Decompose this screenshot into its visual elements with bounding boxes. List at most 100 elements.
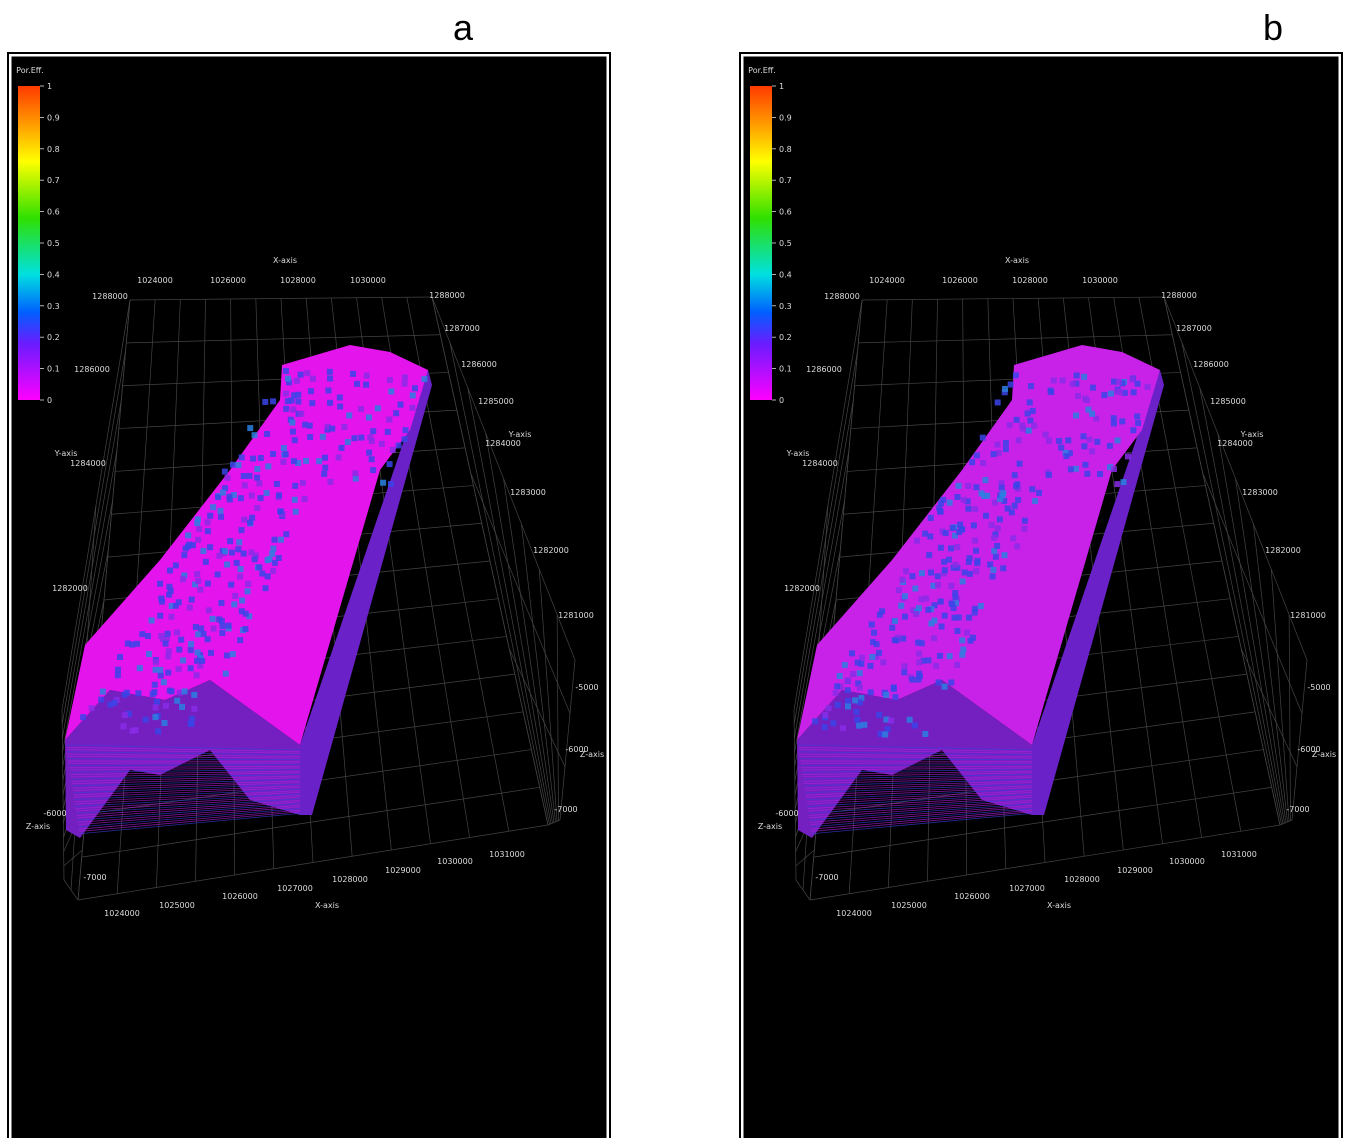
axis-tick-label: -6000 <box>1297 745 1320 754</box>
porosity-cell <box>963 629 970 636</box>
porosity-cell <box>1089 384 1096 391</box>
model-layer <box>70 770 301 775</box>
porosity-cell <box>222 670 229 677</box>
porosity-cell <box>945 556 952 563</box>
porosity-cell <box>1106 442 1113 449</box>
porosity-cell <box>936 505 943 512</box>
colorbar-tick-label: 1 <box>779 82 784 91</box>
porosity-cell <box>194 516 201 523</box>
porosity-cell <box>341 423 348 430</box>
porosity-cell <box>288 397 295 404</box>
axis-tick-label: 1286000 <box>74 365 110 374</box>
model-layer <box>72 778 301 787</box>
porosity-cell <box>98 696 105 703</box>
porosity-cell <box>1134 380 1141 387</box>
porosity-cell <box>876 649 883 656</box>
axis-tick-label: 1030000 <box>1082 276 1118 285</box>
porosity-cell <box>1097 471 1104 478</box>
porosity-cell <box>129 727 136 734</box>
porosity-cell <box>998 480 1005 487</box>
porosity-cell <box>214 571 221 578</box>
porosity-cell <box>222 485 229 492</box>
porosity-cell <box>244 588 251 595</box>
porosity-cell <box>915 605 922 612</box>
axis-tick-label: 1029000 <box>1117 866 1153 875</box>
porosity-cell <box>219 623 226 630</box>
porosity-cell <box>329 425 336 432</box>
porosity-cell <box>883 691 890 698</box>
porosity-cell <box>409 392 416 399</box>
porosity-cell <box>937 544 944 551</box>
porosity-cell <box>166 567 173 574</box>
porosity-cell <box>154 698 161 705</box>
porosity-cell <box>837 683 844 690</box>
porosity-cell <box>365 414 372 421</box>
porosity-cell <box>966 570 973 577</box>
model-layer <box>74 790 301 803</box>
porosity-cell <box>172 602 179 609</box>
porosity-cell <box>939 528 946 535</box>
porosity-cell <box>966 555 973 562</box>
wall-grid <box>1288 614 1291 821</box>
floor-grid <box>126 334 441 344</box>
porosity-cell <box>194 571 201 578</box>
porosity-cell <box>265 463 272 470</box>
porosity-cell <box>306 422 313 429</box>
porosity-cell <box>1073 412 1080 419</box>
porosity-cell <box>174 629 181 636</box>
porosity-cell <box>270 398 277 405</box>
porosity-cell <box>992 499 999 506</box>
axis-tick-label: 1025000 <box>159 901 195 910</box>
porosity-cell <box>191 705 198 712</box>
model-layer <box>810 809 1033 830</box>
floor-grid <box>813 786 1272 858</box>
porosity-cell <box>99 688 106 695</box>
porosity-cell <box>854 659 861 666</box>
porosity-cell <box>1065 437 1072 444</box>
porosity-cell <box>936 652 943 659</box>
porosity-cell <box>844 697 851 704</box>
colorbar-tick-label: 0.3 <box>47 302 60 311</box>
axis-tick-label: -7000 <box>554 805 577 814</box>
porosity-cell <box>927 533 934 540</box>
porosity-cell <box>380 479 387 486</box>
porosity-cell <box>973 547 980 554</box>
porosity-cell <box>1130 427 1137 434</box>
porosity-cell <box>384 428 391 435</box>
porosity-cell <box>1032 497 1039 504</box>
porosity-cell <box>256 480 263 487</box>
porosity-cell <box>987 561 994 568</box>
porosity-cell <box>909 676 916 683</box>
porosity-cell <box>1093 415 1100 422</box>
panel: a Por.Eff.1 0.9 0.8 0.7 0.6 0.5 0.4 0.3 0.2 0.1 0 X-… <box>7 7 611 1138</box>
porosity-cell <box>218 513 225 520</box>
porosity-cell <box>928 620 935 627</box>
porosity-cell <box>1058 444 1065 451</box>
porosity-cell <box>899 576 906 583</box>
porosity-cell <box>197 586 204 593</box>
porosity-cell <box>185 532 192 539</box>
wall-grid <box>1291 659 1308 821</box>
porosity-cell <box>303 457 310 464</box>
floor-grid <box>129 296 433 301</box>
porosity-cell <box>873 653 880 660</box>
porosity-cell <box>971 609 978 616</box>
porosity-cell <box>164 630 171 637</box>
porosity-cell <box>160 679 167 686</box>
porosity-cell <box>948 582 955 589</box>
porosity-cell <box>941 683 948 690</box>
porosity-cell <box>1025 427 1032 434</box>
porosity-cell <box>205 607 212 614</box>
porosity-cell <box>327 399 334 406</box>
axis-tick-label: 1024000 <box>836 909 872 918</box>
porosity-cell <box>120 723 127 730</box>
porosity-cell <box>251 556 258 563</box>
wall-grid <box>431 296 576 661</box>
model-layer <box>73 785 301 796</box>
porosity-cell <box>389 446 396 453</box>
porosity-cell <box>254 466 261 473</box>
colorbar-tick-label: 0.5 <box>47 239 60 248</box>
porosity-cell <box>951 614 958 621</box>
porosity-cell <box>959 651 966 658</box>
